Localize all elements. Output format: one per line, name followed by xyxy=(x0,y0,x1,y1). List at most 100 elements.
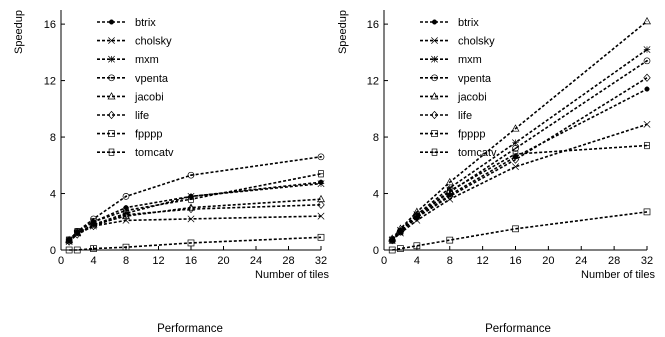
series-btrix xyxy=(389,86,650,243)
legend-label: btrix xyxy=(458,17,479,29)
legend-label: life xyxy=(135,110,149,122)
legend-label: fpppp xyxy=(458,129,486,141)
data-point-btrix xyxy=(123,205,129,211)
x-tick-label: 32 xyxy=(641,255,653,267)
series-mxm xyxy=(388,46,651,244)
data-point-life xyxy=(511,155,520,164)
chart-right: 0 4 8 12 16 0 4 8 12 16 20 24 28 32 Speedup Number of t… xyxy=(337,10,655,335)
data-point-fpppp xyxy=(122,243,130,251)
legend-label: tomcatv xyxy=(135,147,174,159)
chart-left: 0 4 8 12 16 0 4 8 12 16 20 24 28 32 Speedup Number of t… xyxy=(13,10,329,335)
data-point-life xyxy=(317,200,325,209)
data-point-jacobi xyxy=(445,177,454,186)
x-tick-label: 28 xyxy=(282,255,294,267)
legend-marker xyxy=(431,130,438,137)
data-point-fpppp xyxy=(90,245,97,252)
legend-item-jacobi: jacobi xyxy=(420,91,487,103)
data-point-tomcatv xyxy=(74,228,80,236)
data-point-jacobi xyxy=(511,124,520,132)
data-point-cholsky xyxy=(317,212,325,220)
data-point-tomcatv xyxy=(318,170,324,178)
data-point-cholsky xyxy=(512,163,519,171)
y-tick-label: 16 xyxy=(44,19,56,31)
series-tomcatv xyxy=(66,170,324,244)
legend-item-cholsky: cholsky xyxy=(97,36,172,48)
y-tick-label: 16 xyxy=(367,19,379,31)
legend: btrix cholsky mxm vpenta jacobi life fpppp tomc… xyxy=(420,17,497,159)
series-line-tomcatv xyxy=(391,144,648,241)
data-point-fpppp xyxy=(643,208,651,216)
legend-marker xyxy=(431,37,438,45)
data-point-mxm xyxy=(512,139,519,147)
chart-caption: Performance xyxy=(157,323,223,335)
series-line-fpppp xyxy=(392,211,648,251)
x-tick-label: 0 xyxy=(381,255,387,267)
series-line-cholsky xyxy=(68,215,322,243)
legend-label: cholsky xyxy=(135,36,172,48)
y-tick-label: 4 xyxy=(373,189,379,201)
x-tick-label: 4 xyxy=(414,255,420,267)
legend-marker xyxy=(108,19,115,25)
legend-label: tomcatv xyxy=(458,147,497,159)
series-line-mxm xyxy=(68,182,322,241)
data-point-tomcatv xyxy=(644,141,650,150)
legend-item-mxm: mxm xyxy=(97,54,159,66)
data-point-mxm xyxy=(122,209,130,217)
legend-item-fpppp: fpppp xyxy=(97,129,163,141)
series-line-cholsky xyxy=(391,123,648,241)
data-point-mxm xyxy=(90,221,97,229)
y-tick-label: 0 xyxy=(373,245,379,257)
legend-marker xyxy=(107,110,116,120)
series-vpenta xyxy=(388,57,651,244)
data-point-tomcatv xyxy=(414,212,420,220)
series-jacobi xyxy=(388,16,651,242)
data-point-mxm xyxy=(396,226,404,234)
data-point-tomcatv xyxy=(90,218,97,226)
data-point-vpenta xyxy=(512,145,519,152)
legend-item-fpppp: fpppp xyxy=(420,129,486,141)
data-point-life xyxy=(643,73,651,82)
legend-marker xyxy=(108,55,115,63)
legend-item-mxm: mxm xyxy=(420,54,482,66)
series-fpppp xyxy=(65,233,325,254)
series-tomcatv xyxy=(389,141,650,244)
x-tick-label: 28 xyxy=(608,255,620,267)
x-tick-label: 16 xyxy=(509,255,521,267)
data-point-vpenta xyxy=(122,193,130,200)
data-point-fpppp xyxy=(73,246,81,254)
legend-marker xyxy=(108,37,115,45)
series-line-btrix xyxy=(68,181,322,241)
x-tick-label: 20 xyxy=(542,255,554,267)
x-tick-label: 12 xyxy=(152,255,164,267)
series-line-vpenta xyxy=(68,156,322,241)
series-fpppp xyxy=(388,208,651,254)
legend-label: life xyxy=(458,110,472,122)
x-tick-label: 12 xyxy=(477,255,489,267)
data-point-btrix xyxy=(644,86,650,92)
legend-marker xyxy=(431,148,438,156)
data-point-tomcatv xyxy=(66,236,72,244)
data-point-mxm xyxy=(187,192,195,200)
data-point-fpppp xyxy=(317,233,325,241)
data-point-cholsky xyxy=(643,120,651,128)
x-tick-label: 0 xyxy=(58,255,64,267)
data-point-fpppp xyxy=(413,242,421,250)
y-tick-label: 8 xyxy=(50,132,56,144)
series-line-jacobi xyxy=(391,20,648,240)
data-point-life xyxy=(187,204,195,214)
data-point-tomcatv xyxy=(447,187,453,195)
legend-item-tomcatv: tomcatv xyxy=(97,147,174,159)
data-point-vpenta xyxy=(643,57,651,65)
data-point-cholsky xyxy=(187,215,195,223)
data-point-jacobi xyxy=(317,194,325,203)
series-line-fpppp xyxy=(69,236,322,251)
data-point-mxm xyxy=(643,46,651,53)
data-point-jacobi xyxy=(412,207,421,215)
x-tick-label: 20 xyxy=(217,255,229,267)
data-point-vpenta xyxy=(187,171,195,179)
x-axis-title: Number of tiles xyxy=(581,269,655,281)
legend-label: vpenta xyxy=(135,73,169,85)
legend-item-life: life xyxy=(97,110,149,122)
x-tick-label: 24 xyxy=(575,255,587,267)
